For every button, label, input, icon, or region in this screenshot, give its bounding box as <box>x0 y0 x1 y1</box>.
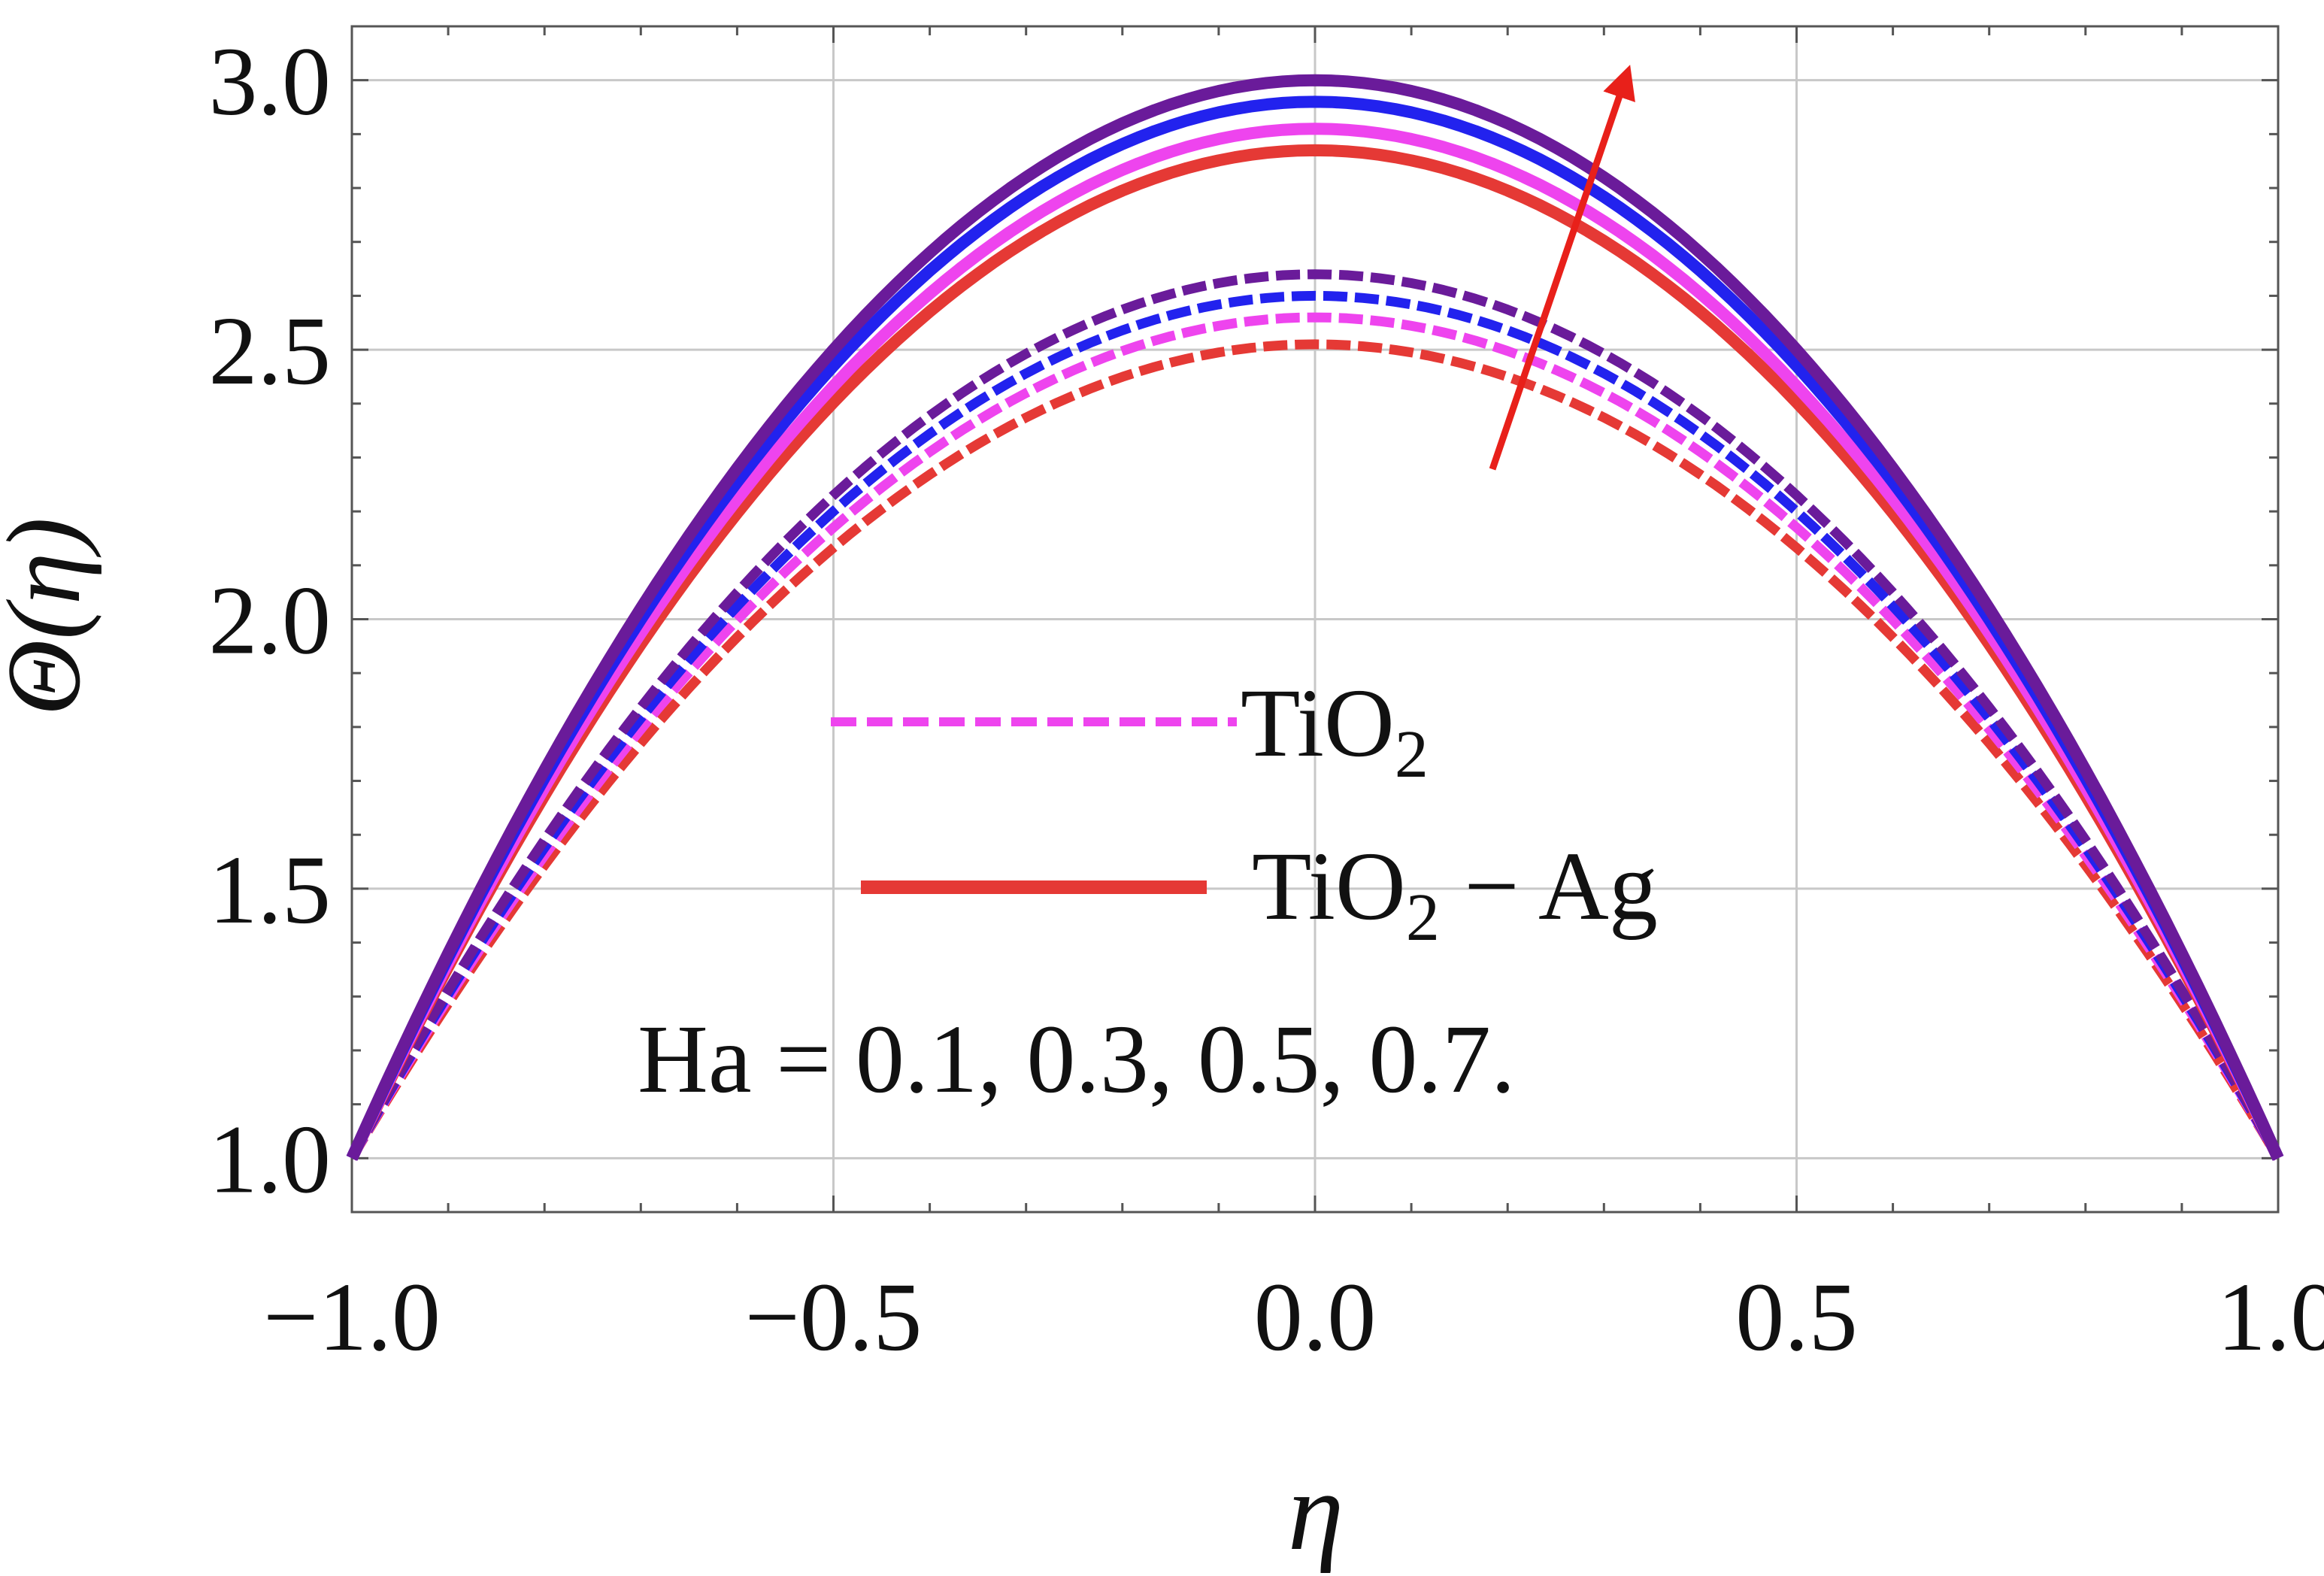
series-line-tio2-ag-ha-0-3 <box>346 123 2284 1161</box>
x-tick-label-1: −0.5 <box>745 1263 923 1371</box>
ha-annotation: Ha = 0.1, 0.3, 0.5, 0.7. <box>638 1005 1515 1114</box>
y-tick-label-0: 1.0 <box>209 1105 332 1214</box>
x-tick-label-0: −1.0 <box>263 1263 441 1371</box>
series-line-tio2-ha-0-1 <box>347 339 2283 1161</box>
series-line-tio2-ha-0-3 <box>347 312 2283 1161</box>
legend: TiO2 TiO2 − Ag Ha = 0.1, 0.3, 0.5, 0.7. <box>638 669 1658 1114</box>
trend-arrow <box>1489 65 1635 471</box>
y-tick-label-2: 2.0 <box>209 567 332 675</box>
series-line-tio2-ha-0-5 <box>347 290 2283 1161</box>
y-tick-label-1: 1.5 <box>209 836 332 944</box>
legend-label-tio2: TiO2 <box>1241 669 1429 792</box>
y-tick-labels: 1.0 1.5 2.0 2.5 3.0 <box>209 28 332 1214</box>
x-axis-label: η <box>1288 1449 1344 1574</box>
series-line-tio2-ag-ha-0-1 <box>346 144 2284 1161</box>
y-axis-label: Θ(η) <box>0 517 102 716</box>
series-line-tio2-ag-ha-0-5 <box>346 95 2284 1161</box>
x-tick-label-3: 0.5 <box>1735 1263 1858 1371</box>
x-tick-label-2: 0.0 <box>1254 1263 1377 1371</box>
y-tick-label-4: 3.0 <box>209 28 332 136</box>
x-tick-labels: −1.0 −0.5 0.0 0.5 1.0 <box>263 1263 2324 1371</box>
series-layer <box>346 74 2284 1161</box>
series-line-tio2-ha-0-7 <box>347 269 2283 1161</box>
series-line-tio2-ag-ha-0-7 <box>346 74 2284 1161</box>
y-tick-label-3: 2.5 <box>209 297 332 405</box>
x-tick-label-4: 1.0 <box>2217 1263 2324 1371</box>
legend-label-tio2-ag: TiO2 − Ag <box>1252 832 1658 955</box>
minor-ticks <box>350 25 2280 1212</box>
